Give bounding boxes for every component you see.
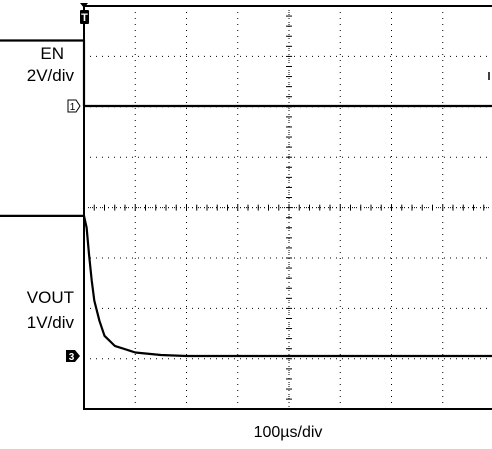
en-label: EN	[40, 44, 64, 63]
channel-3-marker-label: 3	[69, 352, 75, 363]
trigger-marker-box	[80, 10, 89, 24]
trace-vout	[0, 214, 492, 358]
channel-markers: T 1 3	[66, 3, 490, 363]
channel-1-marker-label: 1	[70, 102, 76, 113]
traces	[0, 39, 492, 358]
time-scale-label: 100µs/div	[253, 424, 323, 441]
trace-en	[0, 39, 492, 108]
vout-scale-label: 1V/div	[26, 313, 74, 332]
channel-1-marker	[67, 99, 81, 113]
channel-3-marker	[66, 350, 80, 362]
en-scale-label: 2V/div	[26, 66, 74, 85]
graticule	[83, 5, 492, 410]
plot-border	[83, 5, 492, 410]
trigger-marker-label: T	[81, 12, 88, 24]
trigger-arrow-icon	[80, 3, 88, 8]
vout-label: VOUT	[26, 288, 74, 307]
